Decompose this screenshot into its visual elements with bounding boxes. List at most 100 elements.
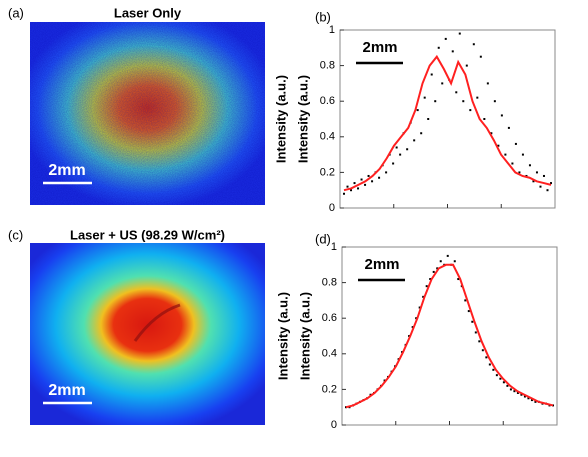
data-point xyxy=(371,180,374,183)
data-point xyxy=(481,349,484,352)
data-point xyxy=(430,73,433,76)
data-point xyxy=(506,384,509,387)
data-point xyxy=(511,162,514,165)
data-point xyxy=(539,185,542,188)
data-point xyxy=(497,144,500,147)
y-tick-label: 0.2 xyxy=(320,166,335,178)
scale-bar-label: 2mm xyxy=(364,256,399,273)
data-point xyxy=(516,391,519,394)
data-point xyxy=(483,118,486,120)
data-point xyxy=(425,285,428,288)
y-tick-label: 0.6 xyxy=(320,95,335,107)
panel-label: (a) xyxy=(8,5,24,20)
data-point xyxy=(500,114,503,117)
data-point xyxy=(476,96,479,99)
data-point xyxy=(532,180,535,183)
data-point xyxy=(383,379,386,382)
data-point xyxy=(485,356,488,359)
data-point xyxy=(542,174,545,177)
data-point xyxy=(399,153,402,156)
panel-label: (d) xyxy=(315,231,331,246)
data-point xyxy=(530,399,533,402)
data-point xyxy=(507,126,510,129)
data-point xyxy=(439,260,442,263)
data-point xyxy=(488,363,491,366)
data-point xyxy=(357,187,360,190)
data-point xyxy=(434,100,437,103)
data-point xyxy=(420,132,423,135)
data-point xyxy=(395,146,398,149)
y-tick-label: 1 xyxy=(331,241,337,253)
data-point xyxy=(343,192,345,195)
data-point xyxy=(455,91,458,94)
panel-label: (b) xyxy=(315,9,331,24)
data-point xyxy=(427,118,430,120)
y-tick-label: 1 xyxy=(329,24,335,36)
data-point xyxy=(444,37,447,40)
data-point xyxy=(546,189,549,192)
data-point xyxy=(471,320,474,323)
y-tick-label: 0.2 xyxy=(322,383,337,395)
data-point xyxy=(415,317,418,320)
y-tick-label: 0.8 xyxy=(322,277,337,289)
data-point xyxy=(535,171,538,174)
data-point xyxy=(521,153,524,156)
data-point xyxy=(353,182,356,185)
panel-label: (c) xyxy=(8,227,23,242)
data-point xyxy=(492,368,495,371)
data-point xyxy=(418,306,421,309)
data-point xyxy=(416,109,419,112)
data-point xyxy=(467,310,470,313)
data-point xyxy=(493,100,496,103)
crack xyxy=(133,303,181,342)
data-point xyxy=(385,171,388,174)
data-point xyxy=(504,153,507,156)
heatmap xyxy=(30,243,265,425)
data-point xyxy=(499,377,502,380)
scale-bar-label: 2mm xyxy=(362,39,397,56)
data-point xyxy=(378,176,381,179)
y-axis-label: Intensity (a.u.) xyxy=(295,75,310,163)
data-point xyxy=(465,64,468,67)
y-tick-label: 0 xyxy=(329,202,335,214)
y-tick-label: 0.8 xyxy=(320,60,335,72)
scale-bar-label: 2mm xyxy=(48,162,85,179)
data-point xyxy=(502,381,505,384)
data-point xyxy=(472,43,475,46)
data-point xyxy=(441,82,444,85)
y-axis-label: Intensity (a.u.) xyxy=(275,292,290,380)
data-line xyxy=(343,54,552,192)
data-point xyxy=(520,393,523,396)
data-point xyxy=(364,183,367,186)
data-point xyxy=(413,139,416,142)
data-point xyxy=(346,185,349,188)
data-point xyxy=(411,326,414,329)
panel-title: Laser + US (98.29 W/cm²) xyxy=(70,227,225,242)
data-point xyxy=(367,174,370,177)
data-point xyxy=(392,162,395,165)
data-point xyxy=(474,331,477,334)
data-point xyxy=(423,96,426,99)
data-point xyxy=(432,270,435,273)
y-axis-label: Intensity (a.u.) xyxy=(273,75,288,163)
data-point xyxy=(490,132,493,135)
data-point xyxy=(462,100,465,103)
data-line xyxy=(345,263,554,409)
panel-title: Laser Only xyxy=(114,5,182,20)
y-tick-label: 0.6 xyxy=(322,312,337,324)
data-point xyxy=(527,397,530,400)
data-point xyxy=(478,340,481,343)
data-point xyxy=(479,55,482,58)
y-tick-label: 0.4 xyxy=(322,348,337,360)
plot-frame xyxy=(341,246,558,426)
data-point xyxy=(518,171,521,174)
data-point xyxy=(422,295,425,298)
data-point xyxy=(514,142,517,145)
data-point xyxy=(451,50,454,53)
data-point xyxy=(464,299,467,302)
data-point xyxy=(360,178,363,181)
data-point xyxy=(429,278,432,281)
data-point xyxy=(406,148,409,151)
data-point xyxy=(350,189,353,192)
data-point xyxy=(436,267,439,270)
